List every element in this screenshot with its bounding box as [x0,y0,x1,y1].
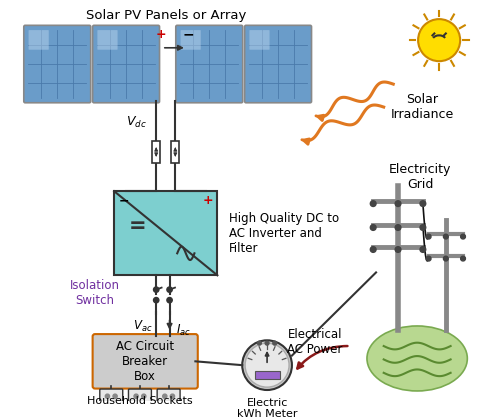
Circle shape [426,234,431,239]
Text: Electricity
Grid: Electricity Grid [389,163,451,191]
Circle shape [420,201,426,207]
FancyBboxPatch shape [181,30,201,50]
Text: Solar
Irradiance: Solar Irradiance [390,93,453,121]
Circle shape [395,247,401,252]
Circle shape [370,247,376,252]
FancyBboxPatch shape [24,25,91,103]
Circle shape [273,341,277,345]
Text: High Quality DC to
AC Inverter and
Filter: High Quality DC to AC Inverter and Filte… [229,212,339,255]
Circle shape [370,201,376,207]
Text: Electrical
AC Power: Electrical AC Power [287,328,342,356]
Circle shape [163,394,167,398]
Circle shape [444,234,448,239]
Text: Household Sockets: Household Sockets [87,396,193,406]
Text: +: + [203,194,213,207]
Circle shape [460,256,465,261]
FancyBboxPatch shape [176,25,243,103]
Text: Electric
kWh Meter: Electric kWh Meter [237,398,297,419]
Circle shape [154,287,159,292]
Circle shape [460,234,465,239]
Text: Solar PV Panels or Array: Solar PV Panels or Array [85,9,246,22]
Circle shape [257,341,261,345]
Circle shape [134,394,138,398]
Ellipse shape [367,326,467,391]
Text: =: = [128,215,146,236]
Text: Isolation
Switch: Isolation Switch [70,278,120,307]
Circle shape [113,394,117,398]
Bar [114,191,217,275]
Circle shape [242,340,292,390]
Circle shape [426,256,431,261]
Text: AC Circuit
Breaker
Box: AC Circuit Breaker Box [116,340,174,383]
Circle shape [142,394,146,398]
Text: $I_{ac}$: $I_{ac}$ [176,323,191,338]
Circle shape [245,343,289,387]
FancyBboxPatch shape [92,334,198,389]
Circle shape [395,201,401,207]
FancyBboxPatch shape [128,389,151,403]
Circle shape [420,247,426,252]
Circle shape [265,341,269,345]
FancyBboxPatch shape [157,389,180,403]
Circle shape [395,225,401,231]
Circle shape [370,225,376,231]
Circle shape [444,256,448,261]
Circle shape [418,19,460,61]
Circle shape [105,394,110,398]
Text: −: − [119,194,129,207]
Text: $V_{ac}$: $V_{ac}$ [133,319,153,334]
Circle shape [167,297,172,303]
Text: −: − [183,27,195,42]
FancyBboxPatch shape [97,30,118,50]
Text: +: + [156,28,166,41]
Circle shape [170,394,174,398]
FancyBboxPatch shape [249,30,270,50]
Bar [171,141,179,163]
FancyBboxPatch shape [29,30,49,50]
Circle shape [167,287,172,292]
FancyBboxPatch shape [100,389,123,403]
Circle shape [154,297,159,303]
Bar [254,371,280,380]
Circle shape [420,225,426,231]
FancyBboxPatch shape [245,25,312,103]
Text: $V_{dc}$: $V_{dc}$ [125,115,147,130]
Bar [152,141,160,163]
FancyBboxPatch shape [92,25,160,103]
